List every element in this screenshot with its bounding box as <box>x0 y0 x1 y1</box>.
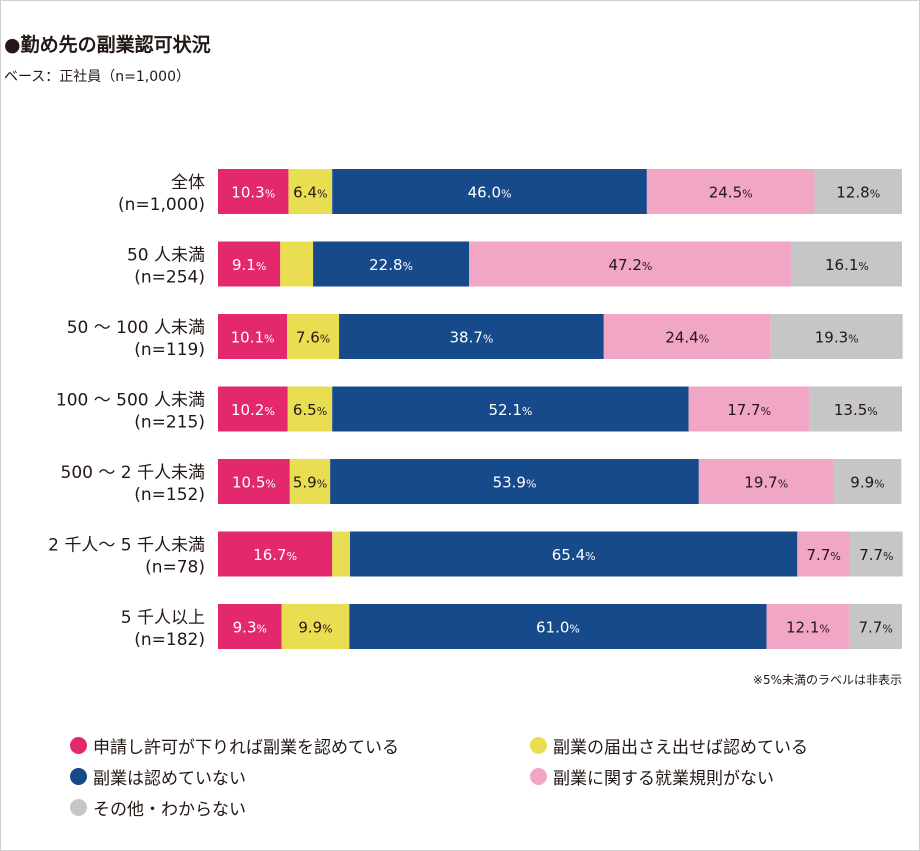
data-label: 52.1% <box>488 401 532 419</box>
bar-segment-notify <box>288 169 333 214</box>
bar-segment-apply_permit <box>218 169 289 214</box>
bar-segment-not_allowed <box>330 459 699 504</box>
category-n-label: (n=78) <box>145 558 205 578</box>
data-label: 9.9% <box>298 619 332 637</box>
data-label: 7.7% <box>807 546 841 564</box>
bar-segment-not_allowed <box>332 169 647 214</box>
data-label: 46.0% <box>468 184 512 202</box>
data-label: 61.0% <box>536 619 580 637</box>
data-label: 16.7% <box>253 546 297 564</box>
bar-segment-other <box>814 169 902 214</box>
bar-segment-not_allowed <box>350 531 798 577</box>
category-n-label: (n=215) <box>134 413 205 433</box>
bar-segment-notify <box>287 314 340 359</box>
category-n-label: (n=152) <box>134 485 205 505</box>
data-label: 7.6% <box>296 329 330 347</box>
data-label: 12.8% <box>836 184 880 202</box>
data-label: 12.1% <box>786 619 830 637</box>
category-label: 50 ～ 100 人未満 <box>67 318 205 338</box>
bar-segment-apply_permit <box>218 531 333 577</box>
data-label: 19.3% <box>815 329 859 347</box>
data-label: 7.7% <box>859 546 893 564</box>
category-label: 全体 <box>171 173 205 193</box>
bar-segment-other <box>833 459 902 504</box>
bar-segment-no_rule <box>797 531 851 577</box>
bar-segment-apply_permit <box>218 314 288 359</box>
category-label: 500 ～ 2 千人未満 <box>61 463 205 483</box>
category-n-label: (n=1,000) <box>118 195 205 215</box>
data-label: 9.1% <box>232 256 266 274</box>
bar-segment-no_rule <box>688 386 810 432</box>
bar-segment-not_allowed <box>339 314 604 359</box>
data-label: 10.2% <box>231 401 275 419</box>
data-label: 6.4% <box>293 184 327 202</box>
bar-segment-not_allowed <box>349 604 767 649</box>
data-label: 16.1% <box>825 256 869 274</box>
bar-segment-notify <box>287 386 333 432</box>
bar-segment-not_allowed <box>332 386 689 432</box>
category-n-label: (n=182) <box>134 630 205 650</box>
bar-segment-no_rule <box>469 241 792 287</box>
data-label: 5.9% <box>293 474 327 492</box>
data-label: 22.8% <box>369 256 413 274</box>
data-label: 38.7% <box>449 329 493 347</box>
bar-segment-notify <box>332 531 351 577</box>
chart-title: ●勤め先の副業認可状況 <box>4 34 211 56</box>
data-label: 10.3% <box>231 184 275 202</box>
bar-segment-notify <box>280 241 314 287</box>
chart-note: ※5%未満のラベルは非表示 <box>752 673 902 687</box>
data-label: 24.4% <box>665 329 709 347</box>
bar-segment-not_allowed <box>313 241 470 287</box>
data-label: 65.4% <box>552 546 596 564</box>
category-n-label: (n=119) <box>134 340 205 360</box>
bar-segment-other <box>849 604 902 649</box>
bar-segment-no_rule <box>766 604 850 649</box>
bar-segment-apply_permit <box>218 604 282 649</box>
bar-segment-no_rule <box>698 459 834 504</box>
bar-segment-no_rule <box>646 169 815 214</box>
category-label: 2 千人～ 5 千人未満 <box>48 536 205 556</box>
data-label: 6.5% <box>293 401 327 419</box>
category-n-label: (n=254) <box>134 268 205 288</box>
bar-segment-other <box>791 241 902 287</box>
data-label: 9.3% <box>233 619 267 637</box>
data-label: 10.1% <box>231 329 275 347</box>
category-label: 100 ～ 500 人未満 <box>56 391 205 411</box>
data-label: 19.7% <box>744 474 788 492</box>
category-label: 5 千人以上 <box>121 608 205 628</box>
bar-segment-apply_permit <box>218 459 290 504</box>
bar-segment-apply_permit <box>218 386 288 432</box>
bar-segment-notify <box>289 459 331 504</box>
data-label: 53.9% <box>493 474 537 492</box>
data-label: 47.2% <box>609 256 653 274</box>
data-label: 9.9% <box>850 474 884 492</box>
bar-segment-no_rule <box>603 314 771 359</box>
bar-segment-notify <box>281 604 350 649</box>
data-label: 13.5% <box>834 401 878 419</box>
data-label: 7.7% <box>859 619 893 637</box>
bar-segment-other <box>809 386 902 432</box>
category-label: 50 人未満 <box>127 246 205 266</box>
data-label: 17.7% <box>727 401 771 419</box>
bar-segment-apply_permit <box>218 241 281 287</box>
bar-segment-other <box>770 314 903 359</box>
bar-segment-other <box>850 531 903 577</box>
chart-subtitle: ベース：正社員（n=1,000） <box>4 69 190 85</box>
data-label: 24.5% <box>709 184 753 202</box>
data-label: 10.5% <box>232 474 276 492</box>
